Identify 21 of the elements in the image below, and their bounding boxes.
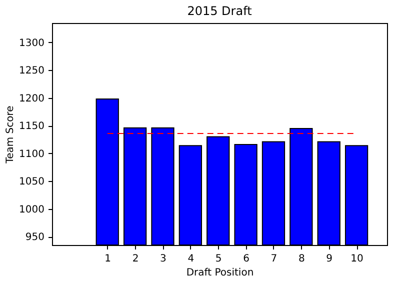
x-tick-label: 4	[188, 254, 194, 264]
y-axis-title: Team Score	[5, 106, 16, 164]
x-tick-label: 1	[104, 254, 112, 264]
x-tick-label: 8	[298, 254, 305, 264]
y-tick-label: 1000	[19, 204, 44, 216]
x-tick-label: 7	[270, 254, 278, 264]
y-tick-label: 1050	[19, 176, 44, 188]
y-tick-label: 950	[25, 232, 44, 244]
chart-title: 2015 Draft	[187, 4, 252, 18]
x-tick-label: 2	[132, 254, 139, 264]
y-tick-label: 1100	[19, 148, 44, 160]
x-tick-label: 5	[215, 254, 222, 264]
x-tick-label: 3	[160, 254, 166, 264]
x-tick-label: 10	[350, 254, 364, 264]
y-tick-label: 1150	[19, 121, 44, 132]
x-axis-title: Draft Position	[186, 268, 254, 278]
y-tick-label: 1300	[19, 38, 44, 49]
y-tick-label: 1200	[19, 93, 44, 104]
x-tick-label: 9	[326, 254, 333, 264]
x-tick-label: 6	[243, 254, 250, 264]
y-tick-label: 1250	[19, 66, 44, 77]
